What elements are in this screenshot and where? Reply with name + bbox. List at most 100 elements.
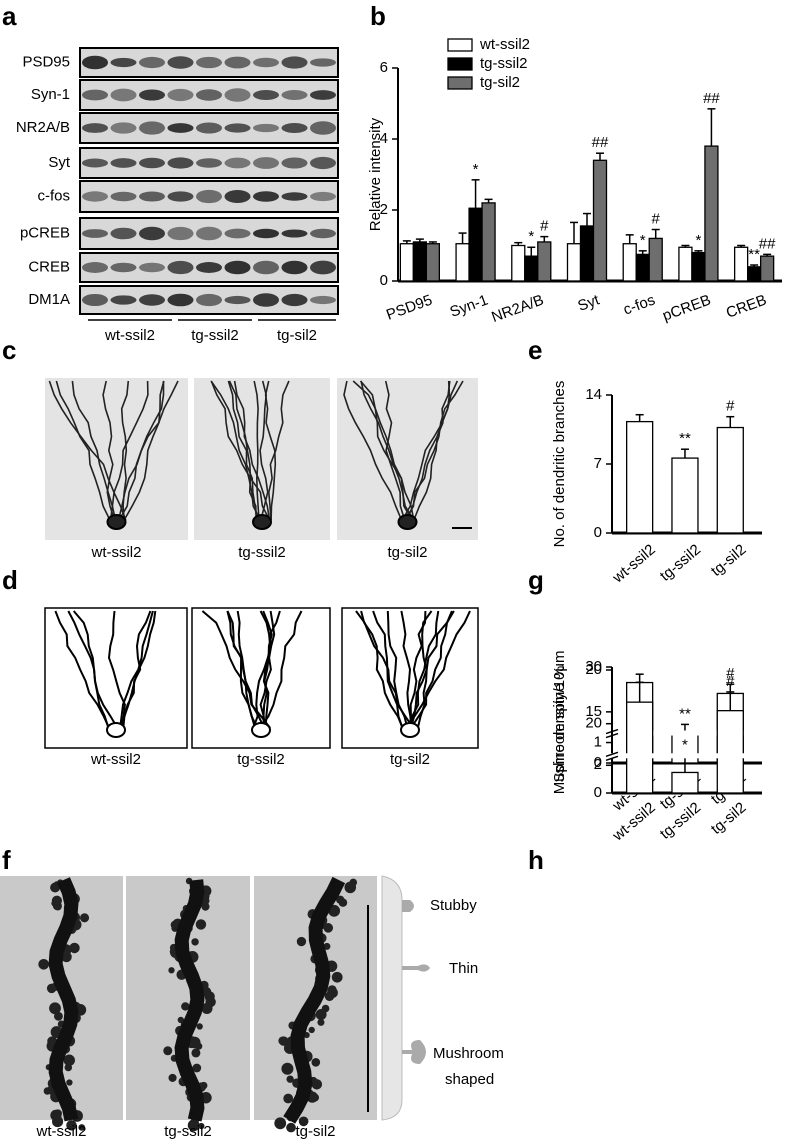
significance-mark: # <box>726 673 735 690</box>
x-tick-label: tg-sil2 <box>708 799 750 838</box>
dendrite <box>117 610 152 729</box>
blot-band <box>82 158 108 168</box>
tracing-label: wt-ssil2 <box>90 751 141 768</box>
bar <box>691 251 706 282</box>
bar <box>622 243 637 282</box>
spine <box>274 1117 287 1130</box>
blot-band <box>139 191 165 202</box>
significance-mark: * <box>696 232 702 249</box>
bar <box>626 420 654 534</box>
bar <box>671 457 699 534</box>
blot-band <box>139 262 165 273</box>
spine <box>308 1026 315 1034</box>
y-tick-label: 30 <box>585 658 602 675</box>
bar <box>746 266 762 282</box>
spine <box>181 1002 190 1011</box>
spine <box>298 1116 309 1127</box>
blot-row-label: Syt <box>48 154 71 171</box>
dendrite <box>109 380 149 521</box>
bar <box>412 241 428 282</box>
dendrite <box>48 380 127 521</box>
spine-type-label: Thin <box>449 960 478 977</box>
bar <box>626 701 654 794</box>
spine <box>61 951 72 963</box>
spine <box>63 1054 75 1066</box>
spine <box>323 942 331 950</box>
significance-mark: # <box>726 398 735 415</box>
spine-type-label: shaped <box>445 1071 494 1088</box>
dendrite <box>409 610 427 729</box>
blot-band <box>167 260 194 275</box>
y-tick-label: 14 <box>585 386 602 403</box>
significance-mark: # <box>726 665 735 682</box>
blot-band <box>224 260 251 275</box>
panel-label: c <box>2 335 16 365</box>
spine <box>50 882 61 893</box>
spine <box>49 1002 61 1015</box>
image-label: tg-sil2 <box>387 544 427 561</box>
blot-band <box>253 89 279 101</box>
y-axis-label: No. of dendritic branches <box>551 381 568 548</box>
blot-row-label: c-fos <box>37 187 70 204</box>
blot-band <box>110 262 137 273</box>
blot-band <box>196 122 222 134</box>
y-tick-label: 4 <box>380 130 388 147</box>
x-tick-label: Syt <box>576 291 603 315</box>
blot-band <box>253 293 279 307</box>
spine <box>191 938 199 946</box>
dendrite <box>233 380 271 521</box>
spine <box>336 895 345 904</box>
bar-break-gap <box>670 730 699 736</box>
bar <box>399 243 415 282</box>
bar-break-gap <box>625 753 654 759</box>
spine <box>168 1073 177 1082</box>
dendrite <box>360 380 415 521</box>
bar-break-gap <box>670 753 699 759</box>
dendrite <box>252 610 281 729</box>
spine <box>296 936 307 947</box>
significance-mark: ** <box>679 430 691 447</box>
blot-band <box>82 191 108 202</box>
y-tick-label: 0 <box>594 784 602 801</box>
stubby-spine <box>402 900 414 912</box>
y-tick-label: 0 <box>380 272 388 289</box>
dendrite <box>119 610 154 729</box>
blot-row-label: pCREB <box>20 224 70 241</box>
blot-band <box>310 228 336 239</box>
blot-row-label: NR2A/B <box>16 119 70 136</box>
dendrite <box>259 610 303 729</box>
bar <box>678 246 693 282</box>
spine-diagram <box>381 875 403 1121</box>
blot-band <box>82 123 108 133</box>
blot-band <box>224 190 251 203</box>
significance-mark: # <box>652 210 661 227</box>
dendrite <box>210 380 271 521</box>
y-tick-label: 2 <box>380 201 388 218</box>
legend-label: tg-ssil2 <box>480 55 528 72</box>
blot-band <box>310 295 336 305</box>
spine <box>311 1057 321 1067</box>
spine <box>46 983 57 994</box>
y-tick-label: 20 <box>585 661 602 678</box>
blot-band <box>224 295 251 305</box>
blot-band <box>224 157 251 169</box>
spine <box>278 1036 287 1046</box>
dendrite <box>102 380 116 521</box>
soma <box>397 514 418 530</box>
y-tick-label: 0 <box>594 754 602 771</box>
axis-break <box>605 751 619 757</box>
y-tick-label: 15 <box>585 703 602 720</box>
legend-label: wt-ssil2 <box>479 36 530 53</box>
blot-band <box>281 90 308 100</box>
spine <box>64 1063 73 1072</box>
panel-label: a <box>2 1 17 31</box>
soma <box>106 514 127 530</box>
blot-band <box>167 293 194 307</box>
blot-band <box>110 158 137 168</box>
blot-band <box>310 191 336 202</box>
blot-band <box>281 229 308 238</box>
blot-band <box>110 57 137 68</box>
significance-mark: # <box>540 218 549 235</box>
micrograph <box>45 378 188 540</box>
spine <box>79 913 90 923</box>
